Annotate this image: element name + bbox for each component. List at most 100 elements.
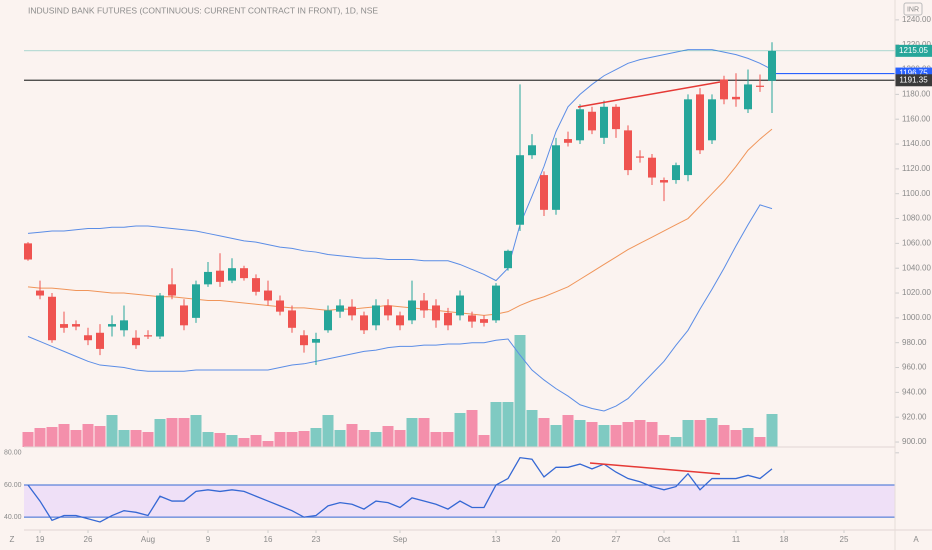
plot: 900.00920.00940.00960.00980.001000.00102… [4, 15, 932, 544]
volume-bar [142, 432, 154, 447]
volume-bar [118, 430, 130, 447]
y-tick-label: 920.00 [902, 412, 927, 421]
volume-bar [598, 425, 610, 447]
volume-bar [406, 418, 418, 447]
volume-bar [394, 430, 406, 447]
volume-bar [610, 425, 622, 447]
volume-bar [82, 424, 94, 447]
volume-bar [238, 438, 250, 447]
candle-body [600, 106, 608, 138]
x-tick-label: 9 [206, 535, 211, 544]
candle-body [420, 300, 428, 311]
candle-body [372, 305, 380, 326]
volume-bar [226, 435, 238, 447]
candle-body [108, 324, 116, 327]
volume-bar [730, 430, 742, 447]
candle-body [312, 338, 320, 343]
volume-bar [694, 420, 706, 447]
x-tick-label: 26 [84, 535, 93, 544]
price-tag [895, 44, 932, 57]
candle-body [708, 99, 716, 141]
candle-body [444, 312, 452, 326]
candle-body [144, 335, 152, 337]
x-tick-label: 20 [552, 535, 561, 544]
candle-body [576, 109, 584, 141]
y-tick-label: 1060.00 [902, 238, 931, 247]
candle-body [540, 175, 548, 210]
volume-bar [358, 430, 370, 447]
volume-bar [634, 420, 646, 447]
volume-bar [706, 418, 718, 447]
timeframe-button[interactable]: Z [10, 535, 15, 544]
y-tick-label: 1040.00 [902, 263, 931, 272]
volume-bar [46, 427, 58, 447]
candle-body [300, 335, 308, 346]
candle-body [768, 50, 776, 81]
x-tick-label: 23 [312, 535, 321, 544]
candle-body [228, 268, 236, 281]
volume-bar [478, 435, 490, 447]
volume-bar [754, 437, 766, 447]
candle-body [408, 300, 416, 321]
candle-body [84, 335, 92, 341]
volume-bar [670, 437, 682, 447]
candle-body [588, 111, 596, 131]
chart-title: INDUSIND BANK FUTURES (CONTINUOUS: CURRE… [28, 5, 378, 15]
candle-body [468, 315, 476, 322]
candle-body [120, 320, 128, 331]
candle-body [168, 284, 176, 296]
candle-body [60, 324, 68, 328]
volume-bar [286, 432, 298, 447]
rsi-line [27, 456, 773, 523]
y-tick-label: 960.00 [902, 363, 927, 372]
candle-body [396, 315, 404, 326]
volume-bar [370, 432, 382, 447]
candle-body [96, 332, 104, 349]
volume-bar [646, 422, 658, 447]
candle-body [216, 270, 224, 282]
candle-body [648, 157, 656, 178]
volume-bar [106, 415, 118, 447]
volume-bar [514, 335, 526, 447]
volume-bar [430, 432, 442, 447]
candle-body [492, 285, 500, 321]
scale-button[interactable]: A [913, 535, 919, 544]
candle-body [72, 324, 80, 327]
x-tick-label: 13 [492, 535, 501, 544]
volume-bar [250, 435, 262, 447]
volume-bar [274, 432, 286, 447]
y-tick-label: 1240.00 [902, 15, 931, 24]
volume-bar [766, 414, 778, 447]
x-tick-label: Oct [658, 535, 671, 544]
y-tick-label: 980.00 [902, 338, 927, 347]
candle-body [456, 295, 464, 316]
candle-body [264, 290, 272, 301]
y-tick-label: 1220.00 [902, 40, 931, 49]
x-tick-label: Aug [141, 535, 155, 544]
rsi-tick-label: 40.00 [4, 514, 22, 521]
volume-bar [214, 433, 226, 447]
y-tick-label: 1160.00 [902, 114, 931, 123]
x-tick-label: 16 [264, 535, 273, 544]
volume-bar [490, 402, 502, 447]
candle-body [636, 156, 644, 158]
trend-line [589, 462, 721, 475]
volume-bar [346, 424, 358, 447]
x-tick-label: 19 [36, 535, 45, 544]
volume-bar [262, 441, 274, 447]
volume-bar [34, 428, 46, 447]
candle-body [756, 85, 764, 87]
candle-body [552, 145, 560, 210]
volume-bar [166, 418, 178, 447]
candle-body [564, 139, 572, 143]
trend-line [577, 81, 721, 108]
volume-bar [310, 428, 322, 447]
candle-body [324, 310, 332, 331]
volume-bar [526, 410, 538, 447]
volume-bar [130, 430, 142, 447]
volume-bar [298, 431, 310, 447]
y-tick-label: 940.00 [902, 387, 927, 396]
candle-body [660, 180, 668, 183]
